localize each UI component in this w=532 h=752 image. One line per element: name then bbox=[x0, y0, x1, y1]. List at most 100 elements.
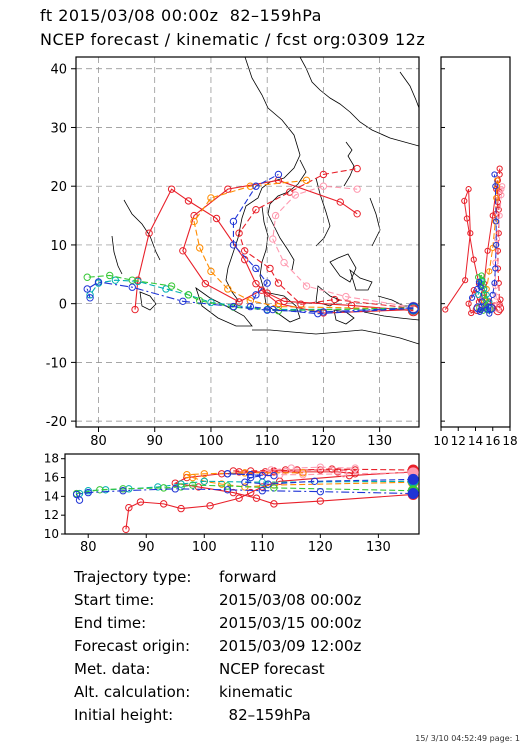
info-row: Alt. calculation: kinematic bbox=[74, 683, 293, 701]
side-trajectory-point bbox=[495, 230, 502, 237]
height-trajectory-point bbox=[119, 485, 127, 493]
map-trajectory-point bbox=[407, 302, 419, 314]
map-trajectory-line bbox=[232, 173, 414, 315]
map-trajectory-point bbox=[106, 271, 114, 280]
map-trajectory-point bbox=[291, 191, 299, 199]
height-trajectory-point bbox=[159, 484, 168, 492]
height-trajectory-point bbox=[247, 473, 255, 482]
info-value: 2015/03/09 12:00z bbox=[219, 637, 362, 655]
side-trajectory-point bbox=[475, 278, 483, 286]
side-trajectory-point bbox=[468, 294, 476, 301]
info-row: Initial height: 82–159hPa bbox=[74, 706, 311, 724]
map-trajectory-point bbox=[252, 291, 260, 299]
height-trajectory-point bbox=[183, 471, 191, 479]
map-x-tick-label: 90 bbox=[146, 434, 163, 449]
height-trajectories bbox=[72, 463, 419, 533]
map-trajectory-point bbox=[252, 264, 260, 273]
side-trajectory-point bbox=[491, 171, 498, 178]
side-trajectory-point bbox=[494, 247, 502, 254]
map-trajectory-point bbox=[319, 308, 328, 316]
side-trajectory-point bbox=[491, 280, 498, 287]
map-border bbox=[75, 56, 420, 428]
side-trajectory-point bbox=[442, 306, 449, 313]
map-trajectory-point bbox=[263, 289, 271, 297]
height-trajectory-point bbox=[84, 488, 92, 497]
map-trajectory-point bbox=[128, 276, 136, 284]
map-trajectory-point bbox=[201, 279, 210, 288]
map-trajectory-point bbox=[274, 299, 283, 308]
side-trajectory-point bbox=[498, 186, 505, 193]
info-row: Start time: 2015/03/08 00:00z bbox=[74, 591, 361, 609]
map-trajectory-point bbox=[302, 282, 311, 290]
map-trajectory-point bbox=[342, 292, 350, 301]
side-trajectory-point bbox=[461, 197, 468, 204]
side-trajectory-point bbox=[489, 291, 496, 298]
map-x-tick-label: 80 bbox=[90, 434, 107, 449]
height-trajectory-point bbox=[188, 481, 197, 489]
map-trajectory-point bbox=[274, 279, 283, 287]
side-trajectory-point bbox=[477, 284, 484, 291]
height-border bbox=[64, 453, 420, 535]
height-trajectory-point bbox=[339, 470, 348, 478]
map-trajectory-line bbox=[238, 168, 414, 309]
map-trajectory-line bbox=[86, 281, 414, 313]
height-y-tick-label: 10 bbox=[44, 527, 59, 541]
height-trajectory-line bbox=[125, 471, 414, 530]
height-trajectory-line bbox=[76, 484, 414, 495]
map-y-tick-label: 20 bbox=[50, 180, 67, 195]
side-trajectory-point bbox=[465, 300, 472, 307]
map-trajectory-point bbox=[111, 276, 120, 284]
map-y-tick-label: 30 bbox=[50, 121, 67, 136]
height-trajectory-point bbox=[84, 487, 92, 495]
map-trajectory-point bbox=[302, 176, 311, 185]
height-x-tick-label: 110 bbox=[250, 540, 275, 555]
height-trajectory-point bbox=[328, 465, 336, 473]
map-trajectory-point bbox=[269, 235, 277, 243]
height-trajectory-point bbox=[267, 466, 275, 474]
height-trajectory-point bbox=[299, 471, 307, 479]
side-height-panel: 10 12 14 16 18 bbox=[433, 56, 518, 448]
height-trajectory-point bbox=[241, 478, 249, 486]
height-trajectory-point bbox=[287, 464, 296, 472]
height-trajectory-point bbox=[270, 471, 278, 480]
info-row: Trajectory type: forward bbox=[74, 568, 277, 586]
height-trajectory-point bbox=[206, 502, 214, 510]
map-trajectory-line bbox=[272, 185, 414, 308]
side-trajectory-point bbox=[493, 194, 500, 202]
map-trajectory-point bbox=[190, 211, 198, 220]
map-y-tick-label: 40 bbox=[50, 63, 67, 78]
map-x-tick-label: 130 bbox=[367, 434, 392, 449]
info-value: 2015/03/08 00:00z bbox=[219, 591, 362, 609]
map-trajectory-point bbox=[212, 214, 221, 223]
side-trajectory-point bbox=[493, 241, 500, 249]
map-y-tick-label: 10 bbox=[50, 239, 67, 254]
map-trajectory-point bbox=[134, 277, 142, 286]
side-trajectory-point bbox=[498, 191, 505, 199]
map-trajectory-point bbox=[162, 285, 170, 293]
side-trajectory-point bbox=[479, 298, 486, 305]
map-trajectory-point bbox=[229, 217, 238, 226]
height-x-tick-label: 100 bbox=[192, 540, 217, 555]
info-value: kinematic bbox=[219, 683, 293, 701]
map-trajectory-point bbox=[252, 279, 260, 288]
height-x-tick-label: 130 bbox=[366, 540, 391, 555]
info-value: 82–159hPa bbox=[219, 706, 311, 724]
map-trajectory-point bbox=[229, 241, 238, 249]
height-trajectory-point bbox=[310, 477, 319, 485]
map-trajectory-point bbox=[246, 297, 255, 305]
side-trajectory-point bbox=[493, 177, 501, 184]
map-trajectory-point bbox=[184, 197, 193, 205]
height-trajectory-point bbox=[351, 464, 359, 472]
side-trajectory-point bbox=[477, 307, 484, 314]
chart-title-line-2: NCEP forecast / kinematic / fcst org:030… bbox=[40, 30, 426, 49]
side-trajectory-point bbox=[468, 309, 475, 317]
chart-title-line-1: ft 2015/03/08 00:00z 82–159hPa bbox=[40, 6, 322, 25]
side-trajectory-point bbox=[474, 291, 482, 298]
height-y-tick-label: 16 bbox=[44, 471, 59, 485]
height-trajectory-point bbox=[177, 480, 185, 488]
map-trajectory-point bbox=[207, 194, 215, 202]
map-trajectory-point bbox=[86, 294, 94, 302]
height-trajectory-point bbox=[75, 496, 84, 504]
map-trajectory-line bbox=[134, 188, 414, 312]
side-trajectory-point bbox=[463, 215, 470, 222]
